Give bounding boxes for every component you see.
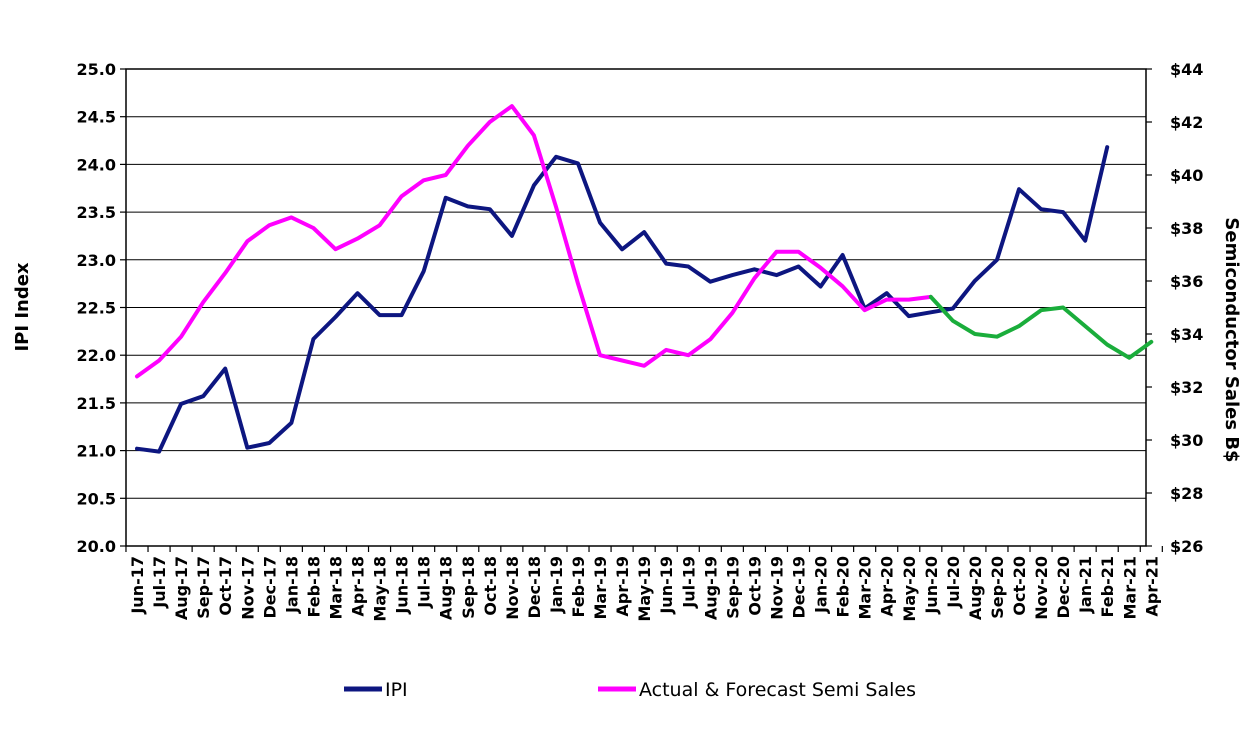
x-tick-label: Jun-19 [657, 556, 676, 615]
x-tick-label: Nov-19 [767, 556, 786, 620]
right-tick-label: $26 [1170, 537, 1203, 556]
x-tick-label: Aug-18 [437, 556, 456, 620]
legend: IPI Actual & Forecast Semi Sales [344, 679, 916, 701]
x-tick-label: Dec-19 [790, 556, 809, 619]
x-tick-label: Aug-19 [701, 556, 720, 620]
x-axis-ticks: Jun-17 Jul-17 Aug-17 Sep-17 Oct-17 Nov-17 Dec-… [125, 546, 1163, 622]
x-tick-label: Oct-20 [1010, 556, 1029, 616]
x-tick-label: Dec-18 [525, 556, 544, 619]
right-tick-label: $28 [1170, 484, 1203, 503]
x-tick-label: Jul-19 [679, 556, 698, 609]
x-tick-label: Aug-17 [172, 556, 191, 620]
x-tick-label: Jun-17 [128, 556, 147, 615]
x-tick-label: Feb-19 [569, 556, 588, 618]
x-tick-label: Jul-17 [150, 556, 169, 609]
x-tick-label: Feb-18 [304, 556, 323, 618]
left-tick-label: 21.5 [77, 394, 116, 413]
x-tick-label: May-20 [900, 556, 919, 622]
x-tick-label: Nov-20 [1032, 556, 1051, 620]
x-tick-label: Dec-17 [260, 556, 279, 619]
left-tick-label: 21.0 [77, 442, 116, 461]
x-tick-label: Sep-19 [723, 556, 742, 619]
x-tick-label: Jul-18 [415, 556, 434, 609]
left-tick-label: 25.0 [77, 60, 116, 79]
x-tick-label: Apr-19 [613, 556, 632, 617]
left-tick-label: 24.0 [77, 155, 116, 174]
left-tick-label: 20.5 [77, 489, 116, 508]
x-tick-label: Sep-20 [988, 556, 1007, 619]
left-tick-label: 22.5 [77, 299, 116, 318]
x-tick-label: Dec-20 [1054, 556, 1073, 619]
x-tick-label: Mar-19 [591, 556, 610, 620]
x-tick-label: Nov-18 [503, 556, 522, 620]
x-tick-label: Sep-18 [459, 556, 478, 619]
left-tick-label: 23.0 [77, 251, 116, 270]
x-tick-label: Feb-20 [834, 556, 853, 618]
x-tick-label: Jan-18 [282, 556, 301, 614]
x-tick-label: Feb-21 [1098, 556, 1117, 618]
left-tick-label: 23.5 [77, 203, 116, 222]
right-axis-ticks: $26 $28 $30 $32 $34 $36 $38 $40 $42 $44 [1146, 60, 1203, 556]
x-tick-label: Nov-17 [238, 556, 257, 620]
right-tick-label: $34 [1170, 325, 1203, 344]
left-tick-label: 22.0 [77, 346, 116, 365]
x-tick-label: Mar-21 [1120, 556, 1139, 620]
legend-label: Actual & Forecast Semi Sales [639, 679, 916, 701]
right-tick-label: $30 [1170, 431, 1203, 450]
x-tick-label: Sep-17 [194, 556, 213, 619]
left-axis-ticks: 20.0 20.5 21.0 21.5 22.0 22.5 23.0 23.5 24.0 24.5… [77, 60, 126, 556]
x-tick-label: Jul-20 [944, 556, 963, 609]
series-line-forecast-segment [928, 294, 1154, 360]
left-tick-label: 20.0 [77, 537, 116, 556]
x-tick-label: Oct-18 [481, 556, 500, 616]
x-tick-label: Apr-20 [878, 556, 897, 617]
x-tick-label: May-19 [635, 556, 654, 622]
right-tick-label: $42 [1170, 113, 1203, 132]
grid-lines [126, 68, 1146, 547]
x-tick-label: Jun-20 [922, 556, 941, 615]
x-tick-label: May-18 [371, 556, 390, 622]
legend-label: IPI [385, 679, 408, 701]
series-line-actual-forecast-semi-sales [135, 104, 933, 379]
series-lines [135, 104, 1154, 454]
right-tick-label: $40 [1170, 166, 1203, 185]
left-tick-label: 24.5 [77, 108, 116, 127]
right-tick-label: $36 [1170, 272, 1203, 291]
right-tick-label: $38 [1170, 219, 1203, 238]
x-tick-label: Mar-20 [856, 556, 875, 620]
x-tick-label: Aug-20 [966, 556, 985, 620]
x-tick-label: Jan-21 [1076, 556, 1095, 614]
x-tick-label: Oct-19 [745, 556, 764, 616]
right-axis-title: Semiconductor Sales B$ [1221, 217, 1242, 462]
x-tick-label: Oct-17 [216, 556, 235, 616]
x-tick-label: Jan-19 [547, 556, 566, 614]
left-axis-title: IPI Index [12, 262, 33, 351]
right-tick-label: $44 [1170, 60, 1203, 79]
x-tick-label: Mar-18 [326, 556, 345, 620]
series-line-ipi [135, 145, 1110, 454]
right-tick-label: $32 [1170, 378, 1203, 397]
x-tick-label: Apr-21 [1142, 556, 1161, 617]
x-tick-label: Jun-18 [393, 556, 412, 615]
x-tick-label: Jan-20 [812, 556, 831, 614]
x-tick-label: Apr-18 [349, 556, 368, 617]
